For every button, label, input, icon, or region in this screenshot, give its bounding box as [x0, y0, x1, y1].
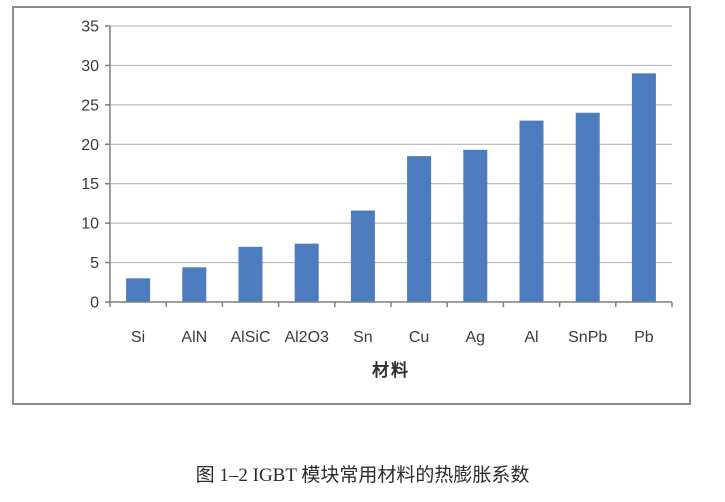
- x-tick-label: SnPb: [568, 329, 607, 346]
- bar-cu: [407, 156, 432, 302]
- bar-chart-svg: 0 5 10 15 20 25 30 35 Si AlN AlSiC Al2O3 Sn Cu Ag Al SnP…: [81, 19, 673, 346]
- x-tick-label: Cu: [409, 329, 429, 346]
- y-tick-label: 5: [90, 255, 99, 272]
- x-tick-label: Sn: [353, 329, 373, 346]
- bar-al: [519, 120, 544, 302]
- bar-aln: [182, 267, 207, 302]
- x-axis-title: 材料: [372, 361, 410, 380]
- x-tick-label: Ag: [466, 329, 486, 346]
- bar-pb: [631, 73, 656, 302]
- y-tick-label: 15: [81, 176, 99, 193]
- x-tick-label: Al: [524, 329, 538, 346]
- bar-ag: [463, 149, 488, 302]
- figure-caption: 图 1–2 IGBT 模块常用材料的热膨胀系数: [195, 465, 530, 486]
- bar-si: [126, 278, 151, 302]
- y-tick-label: 0: [90, 295, 99, 312]
- x-tick-label: Pb: [634, 329, 654, 346]
- x-tick-label: AlSiC: [230, 329, 270, 346]
- bar-sn: [350, 210, 375, 302]
- chart-area: 0 5 10 15 20 25 30 35 Si AlN AlSiC Al2O3 Sn Cu Ag Al SnP…: [12, 6, 691, 405]
- y-tick-label: 25: [81, 97, 99, 114]
- x-tick-label: Si: [131, 329, 145, 346]
- y-tick-label: 30: [81, 58, 99, 75]
- y-tick-label: 10: [81, 216, 99, 233]
- x-tick-label: Al2O3: [284, 329, 329, 346]
- bar-snpb: [575, 112, 600, 302]
- bar-alsic: [238, 246, 263, 302]
- y-tick-label: 20: [81, 137, 99, 154]
- x-tick-label: AlN: [181, 329, 207, 346]
- bar-al2o3: [294, 243, 319, 302]
- y-tick-label: 35: [81, 19, 99, 36]
